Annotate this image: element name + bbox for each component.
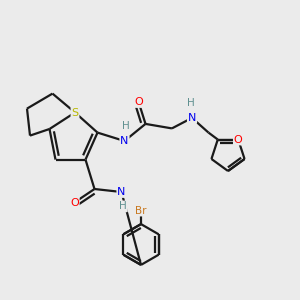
Text: H: H <box>187 98 194 108</box>
Text: H: H <box>119 201 127 212</box>
Text: N: N <box>188 113 196 123</box>
Text: O: O <box>70 197 79 208</box>
Text: Br: Br <box>135 206 147 216</box>
Text: H: H <box>122 121 130 131</box>
Text: N: N <box>117 187 126 197</box>
Text: O: O <box>234 134 243 145</box>
Text: S: S <box>71 107 79 118</box>
Text: O: O <box>134 97 143 107</box>
Text: N: N <box>120 136 129 146</box>
